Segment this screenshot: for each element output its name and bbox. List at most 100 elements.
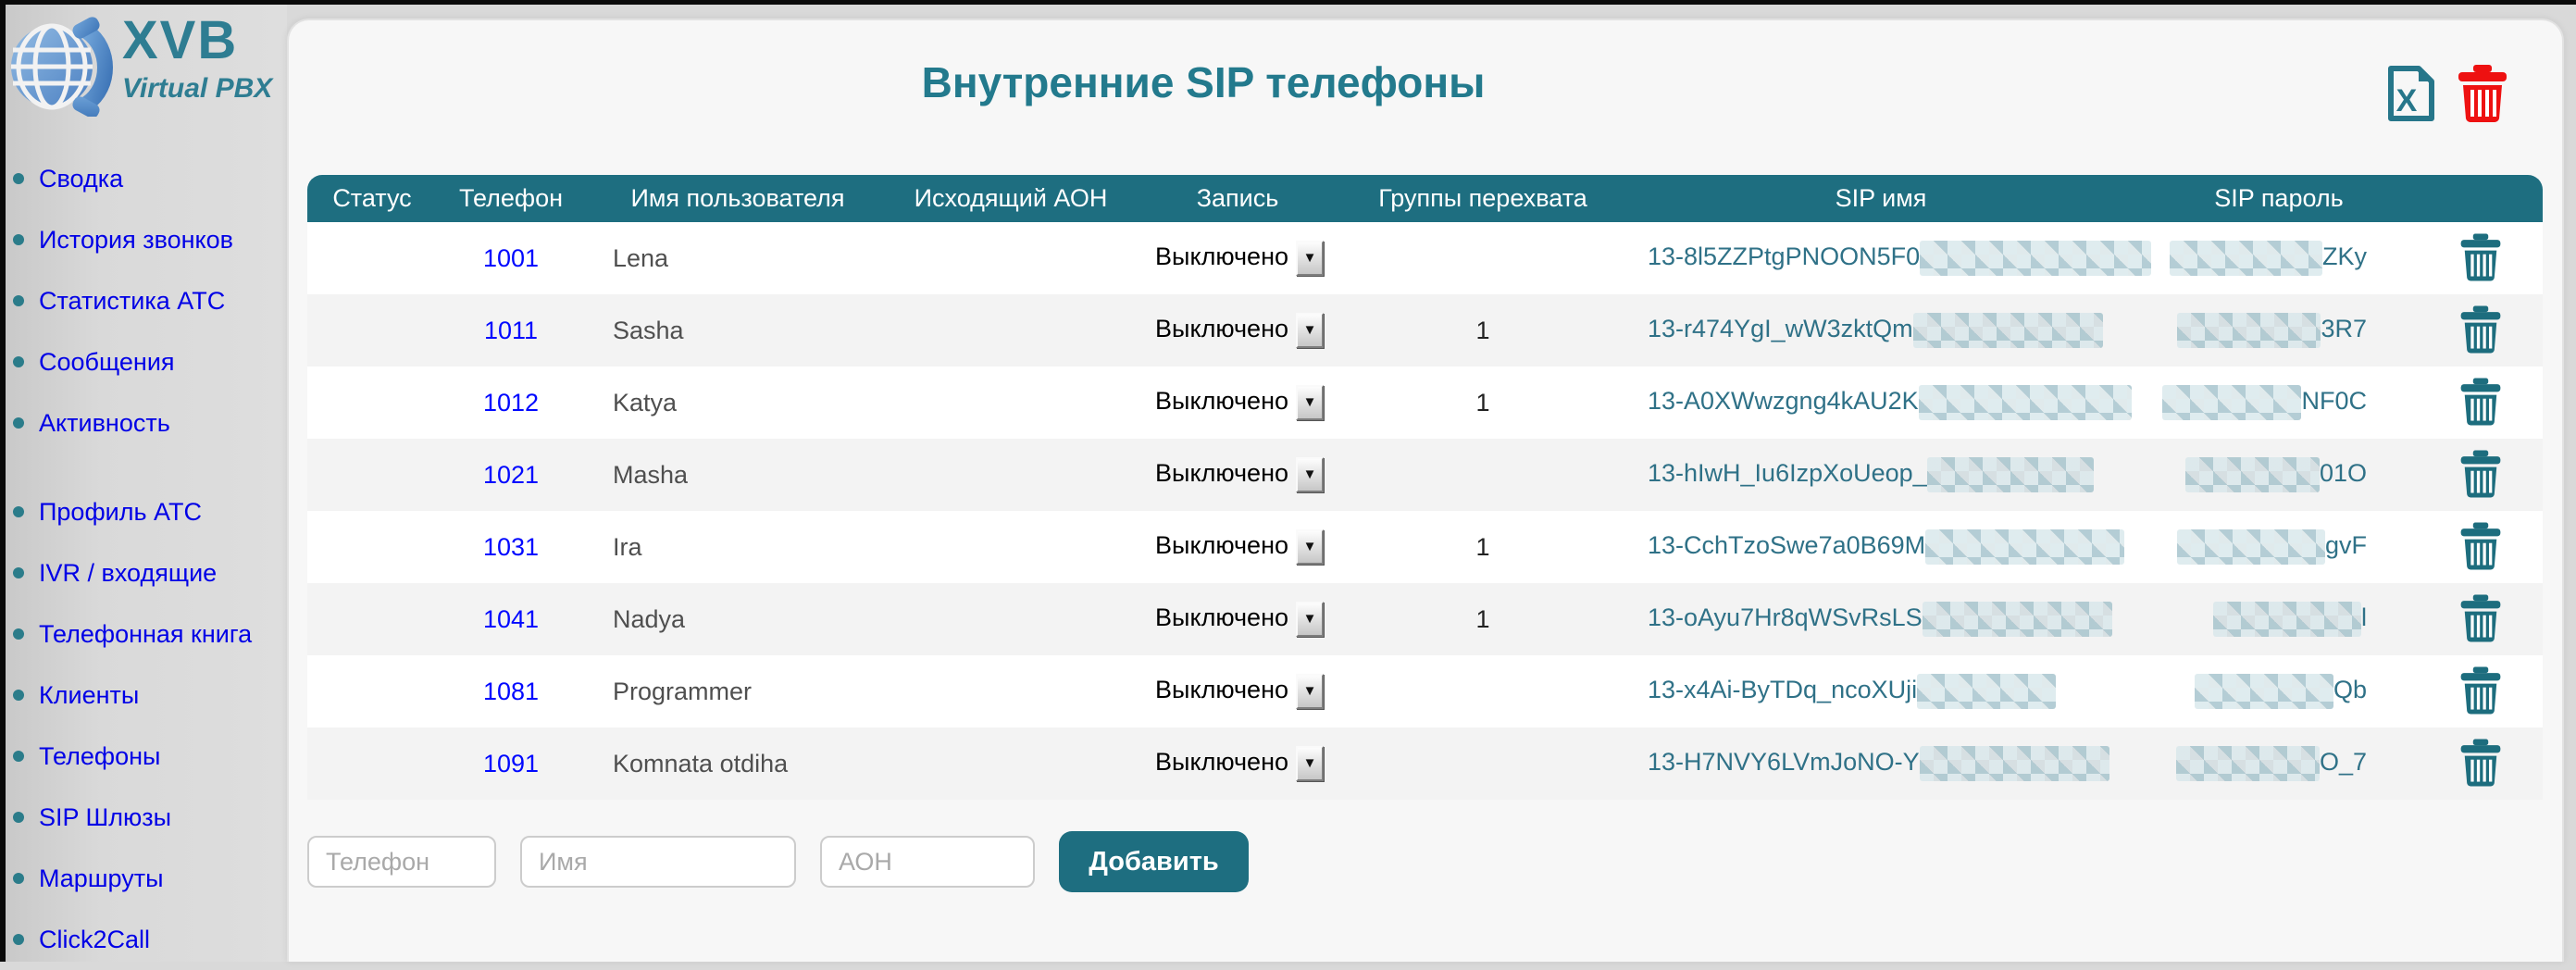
redacted-blur — [2213, 602, 2361, 637]
card-header: Внутренние SIP телефоны X — [289, 20, 2562, 159]
sip-password-cell: ZKy — [2140, 222, 2418, 294]
sidebar-item-sip-gateways[interactable]: SIP Шлюзы — [13, 787, 281, 848]
pickup-groups-cell: 1 — [1475, 388, 1490, 417]
phone-link[interactable]: 1031 — [482, 532, 540, 561]
sidebar-link[interactable]: Статистика АТС — [39, 286, 226, 315]
delete-row-button[interactable] — [2456, 663, 2506, 718]
record-dropdown-arrow[interactable]: ▼ — [1296, 529, 1324, 565]
sidebar-item-pbx-stats[interactable]: Статистика АТС — [13, 270, 281, 331]
sidebar-link[interactable]: Профиль АТС — [39, 497, 202, 526]
phone-link[interactable]: 1001 — [482, 243, 540, 272]
phone-link[interactable]: 1081 — [482, 677, 540, 705]
sidebar-item-ivr-incoming[interactable]: IVR / входящие — [13, 542, 281, 603]
col-sip-name: SIP имя — [1622, 175, 2140, 222]
record-dropdown-arrow[interactable]: ▼ — [1296, 457, 1324, 492]
phone-link[interactable]: 1012 — [482, 388, 540, 417]
pickup-groups-cell — [1344, 222, 1622, 294]
record-dropdown-arrow[interactable]: ▼ — [1296, 313, 1324, 348]
record-value: Выключено — [1155, 387, 1288, 416]
bullet-icon — [13, 417, 24, 429]
delete-row-button[interactable] — [2456, 374, 2506, 429]
sidebar-item-click2call[interactable]: Click2Call — [13, 909, 281, 970]
new-aon-input[interactable] — [820, 836, 1035, 888]
delete-all-button[interactable] — [2457, 65, 2508, 123]
brand-tagline: Virtual PBX — [122, 72, 273, 104]
sidebar-item-messages[interactable]: Сообщения — [13, 331, 281, 392]
sip-name-visible: 13-r474YgI_wW3zktQm — [1648, 315, 1913, 343]
phone-cell: 1081 — [437, 655, 585, 728]
sidebar-link[interactable]: Сообщения — [39, 347, 175, 376]
sidebar-item-call-history[interactable]: История звонков — [13, 209, 281, 270]
sip-password-visible: 3R7 — [2321, 315, 2367, 343]
sidebar-item-routes[interactable]: Маршруты — [13, 848, 281, 909]
status-cell — [307, 294, 437, 367]
add-phone-form: Добавить — [307, 831, 1249, 892]
sidebar-link[interactable]: Клиенты — [39, 680, 140, 709]
add-button[interactable]: Добавить — [1059, 831, 1249, 892]
delete-row-button[interactable] — [2456, 446, 2506, 502]
record-dropdown-arrow[interactable]: ▼ — [1296, 602, 1324, 637]
record-dropdown-arrow[interactable]: ▼ — [1296, 241, 1324, 276]
bullet-icon — [13, 234, 24, 245]
sidebar-link[interactable]: Телефонная книга — [39, 619, 253, 648]
record-dropdown-arrow[interactable]: ▼ — [1296, 385, 1324, 420]
bullet-icon — [13, 356, 24, 367]
delete-row-button[interactable] — [2456, 591, 2506, 646]
sip-name-visible: 13-A0XWwzgng4kAU2K — [1648, 387, 1919, 416]
delete-cell — [2418, 367, 2543, 439]
record-cell: Выключено ▼ — [1131, 294, 1344, 367]
delete-cell — [2418, 439, 2543, 511]
sidebar-item-phonebook[interactable]: Телефонная книга — [13, 603, 281, 665]
status-cell — [307, 367, 437, 439]
delete-row-button[interactable] — [2456, 735, 2506, 790]
sidebar-link[interactable]: Сводка — [39, 164, 124, 193]
sidebar-link[interactable]: SIP Шлюзы — [39, 802, 172, 831]
new-name-input[interactable] — [520, 836, 796, 888]
record-dropdown-arrow[interactable]: ▼ — [1296, 674, 1324, 709]
sidebar-link[interactable]: История звонков — [39, 225, 234, 254]
outgoing-aon-cell — [890, 655, 1131, 728]
sip-password-cell: Qb — [2140, 655, 2418, 728]
username-cell: Ira — [613, 532, 642, 561]
redacted-blur — [1918, 385, 2132, 420]
new-phone-input[interactable] — [307, 836, 496, 888]
phone-link[interactable]: 1091 — [482, 749, 540, 777]
username-cell: Katya — [613, 388, 678, 417]
sidebar-item-clients[interactable]: Клиенты — [13, 665, 281, 726]
phone-link[interactable]: 1011 — [483, 316, 539, 344]
record-dropdown-arrow[interactable]: ▼ — [1296, 746, 1324, 781]
sidebar-link[interactable]: IVR / входящие — [39, 558, 218, 587]
redacted-blur — [2177, 313, 2321, 348]
sidebar-item-svodka[interactable]: Сводка — [13, 148, 281, 209]
excel-export-button[interactable]: X — [2386, 65, 2436, 122]
sip-name-cell: 13-r474YgI_wW3zktQm — [1622, 294, 2140, 367]
sidebar-link[interactable]: Click2Call — [39, 925, 151, 953]
record-value: Выключено — [1155, 242, 1288, 271]
bullet-icon — [13, 567, 24, 578]
phone-link[interactable]: 1021 — [482, 460, 540, 489]
record-cell: Выключено ▼ — [1131, 222, 1344, 294]
record-value: Выключено — [1155, 603, 1288, 632]
content-card: Внутренние SIP телефоны X — [287, 19, 2564, 962]
col-record: Запись — [1131, 175, 1344, 222]
outgoing-aon-cell — [890, 439, 1131, 511]
sidebar-link[interactable]: Телефоны — [39, 741, 161, 770]
username-cell: Sasha — [613, 316, 684, 344]
username-cell: Programmer — [613, 677, 753, 705]
delete-row-button[interactable] — [2456, 302, 2506, 357]
sidebar-item-phones[interactable]: Телефоны — [13, 726, 281, 787]
delete-cell — [2418, 511, 2543, 583]
sip-password-cell: 3R7 — [2140, 294, 2418, 367]
sidebar-link[interactable]: Активность — [39, 408, 170, 437]
phone-cell: 1031 — [437, 511, 585, 583]
sidebar-item-pbx-profile[interactable]: Профиль АТС — [13, 481, 281, 542]
col-username: Имя пользователя — [585, 175, 890, 222]
status-cell — [307, 655, 437, 728]
delete-row-button[interactable] — [2456, 518, 2506, 574]
phone-link[interactable]: 1041 — [482, 604, 540, 633]
sidebar-item-activity[interactable]: Активность — [13, 392, 281, 454]
sip-password-visible: NF0C — [2301, 387, 2367, 416]
sidebar-link[interactable]: Маршруты — [39, 864, 164, 892]
delete-row-button[interactable] — [2456, 230, 2506, 285]
redacted-blur — [1925, 529, 2125, 565]
